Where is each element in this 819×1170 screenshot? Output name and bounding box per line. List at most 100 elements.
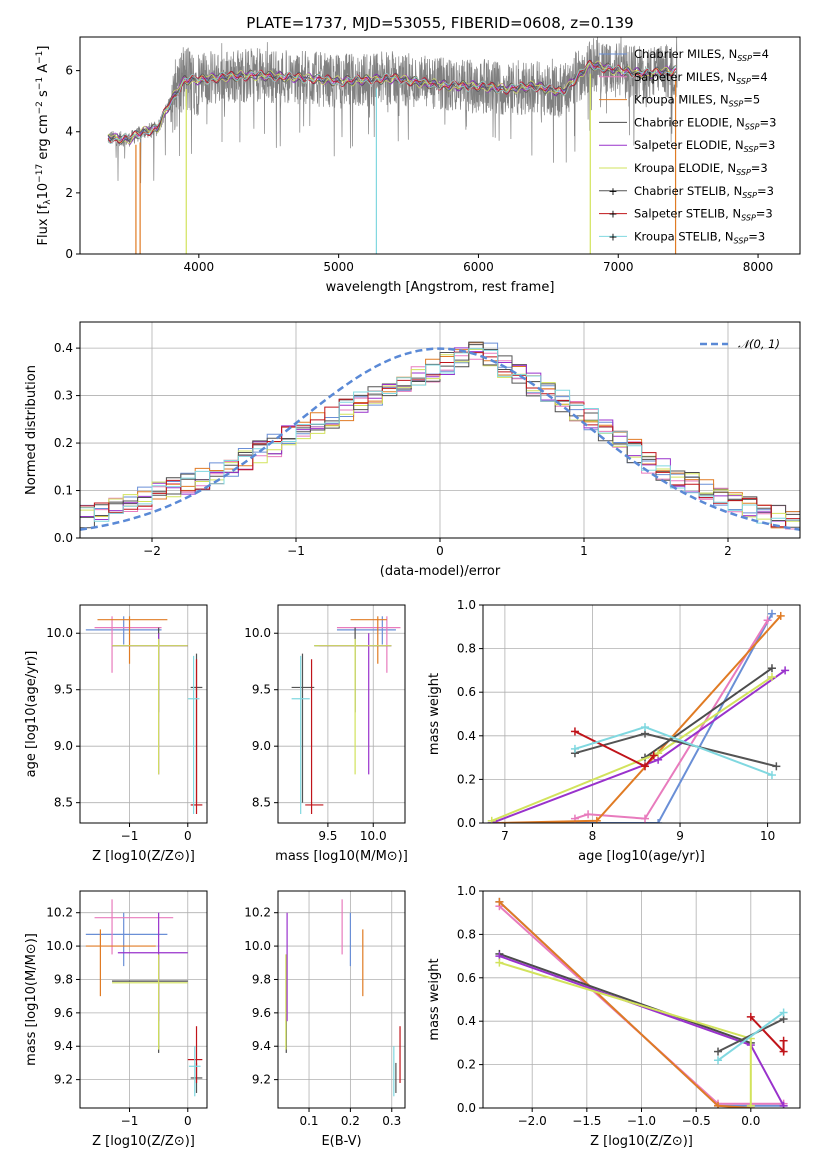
y-axis-label: mass weight <box>427 673 442 755</box>
x-tick-label: 0 <box>436 544 444 558</box>
x-tick-label: 0 <box>184 829 192 843</box>
series-marker <box>570 744 579 753</box>
y-tick-label: 0.2 <box>457 772 476 786</box>
series-marker <box>495 958 504 967</box>
panel-3: −1 0 8.5 9.0 9.5 10.0 Z [log10(Z/Z⊙)] age [log1… <box>24 604 208 864</box>
series-line-4 <box>644 667 773 759</box>
legend-label: Chabrier ELODIE, NSSP=3 <box>634 115 776 131</box>
panel-4: 9.5 10.0 8.5 9.0 9.5 10.0 mass [log10(M/M⊙)] <box>244 604 408 864</box>
y-tick-label: 9.2 <box>252 1073 271 1087</box>
plot-frame <box>482 890 801 1109</box>
model-spectrum-line-4 <box>107 62 677 143</box>
panel-1: 4000 5000 6000 7000 8000 0 2 4 6 wavelength [Angs… <box>35 36 801 295</box>
model-spectrum-line-5 <box>107 61 677 145</box>
y-tick-label: 0.4 <box>54 341 73 355</box>
series-marker <box>772 762 781 771</box>
panel-5: 7 8 9 10 0.0 0.2 0.4 0.6 0.8 1.0 age [log10(age/yr… <box>427 598 801 864</box>
x-tick-label: −2 <box>143 544 161 558</box>
series-marker <box>654 819 663 823</box>
y-tick-label: 10.0 <box>244 626 271 640</box>
plot-frame <box>277 604 406 824</box>
series-marker <box>714 1047 723 1056</box>
series-marker <box>487 816 496 823</box>
y-axis-label: Flux [fλ10−17 erg cm−2 s−1 A−1] <box>35 46 53 246</box>
spectrum-legend: Chabrier MILES, NSSP=4 Salpeter MILES, NS… <box>599 47 776 245</box>
x-tick-label: −0.5 <box>682 1114 711 1128</box>
series-marker <box>584 810 593 819</box>
x-tick-label: 5000 <box>323 260 354 274</box>
series-marker <box>654 749 663 758</box>
series-line-9 <box>717 1011 785 1062</box>
x-tick-label: 2 <box>724 544 732 558</box>
x-tick-label: 10.0 <box>360 829 387 843</box>
series-marker <box>495 897 504 906</box>
y-tick-label: 0.8 <box>457 642 476 656</box>
plot-frame <box>79 36 801 255</box>
x-tick-label: −1 <box>121 829 139 843</box>
y-tick-label: 0.4 <box>457 729 476 743</box>
errorbar-area <box>85 616 203 814</box>
errorbar-area <box>291 616 401 814</box>
x-tick-label: −2.0 <box>518 1114 547 1128</box>
gaussian-curve <box>80 347 800 531</box>
x-tick-label: 1 <box>580 544 588 558</box>
model-spectrum-line-7 <box>107 59 677 145</box>
plot-frame <box>482 604 801 824</box>
series-line-6 <box>499 961 752 1106</box>
x-tick-label: 4000 <box>184 260 215 274</box>
y-tick-label: 9.4 <box>54 1039 73 1053</box>
y-tick-label: 9.6 <box>252 1006 271 1020</box>
series-marker <box>781 666 790 675</box>
x-tick-label: 0.2 <box>341 1114 360 1128</box>
series-marker <box>779 1008 788 1017</box>
series-marker <box>767 771 776 780</box>
errorbar-area <box>85 899 203 1097</box>
series-marker <box>592 816 601 823</box>
x-tick-label: 0.1 <box>299 1114 318 1128</box>
y-tick-label: 8.5 <box>252 796 271 810</box>
y-tick-label: 9.4 <box>252 1039 271 1053</box>
series-marker <box>714 1101 723 1108</box>
line-area <box>495 897 788 1108</box>
series-line-5 <box>491 669 786 823</box>
y-tick-label: 9.5 <box>54 683 73 697</box>
y-tick-label: 0.0 <box>54 531 73 545</box>
series-marker <box>714 1056 723 1065</box>
series-marker <box>779 1036 788 1045</box>
x-tick-label: −1.0 <box>627 1114 656 1128</box>
x-axis-label: Z [log10(Z/Z⊙)] <box>92 1134 195 1149</box>
y-tick-label: 1.0 <box>457 884 476 898</box>
panel-2: −2 −1 0 1 2 0.0 0.1 0.2 0.3 0.4 (data-model)/error… <box>24 321 801 579</box>
series-marker <box>641 762 650 771</box>
legend-label: Kroupa ELODIE, NSSP=3 <box>634 161 768 177</box>
y-tick-label: 9.8 <box>252 972 271 986</box>
x-tick-label: −1 <box>121 1114 139 1128</box>
y-tick-label: 10.0 <box>46 626 73 640</box>
series-line-4 <box>499 952 752 1044</box>
plot-frame <box>79 321 801 539</box>
x-tick-label: 10 <box>760 829 775 843</box>
y-tick-label: 0.0 <box>457 1101 476 1115</box>
y-tick-label: 1.0 <box>457 598 476 612</box>
x-axis-label: (data-model)/error <box>380 564 501 579</box>
histogram-area <box>80 341 800 531</box>
histogram-line-7 <box>80 341 800 528</box>
series-line-2 <box>574 619 769 820</box>
x-axis-label: E(B-V) <box>321 1134 361 1149</box>
series-marker <box>776 611 785 620</box>
y-axis-label: mass [log10(M/M⊙)] <box>24 933 39 1066</box>
y-tick-label: 9.8 <box>54 972 73 986</box>
y-tick-label: 9.0 <box>252 739 271 753</box>
legend-label: Salpeter MILES, NSSP=4 <box>634 70 768 86</box>
model-spectrum-line-9 <box>107 63 677 144</box>
legend-label: Salpeter ELODIE, NSSP=3 <box>634 138 775 154</box>
y-axis-label: Normed distribution <box>24 365 39 495</box>
x-axis-label: age [log10(age/yr)] <box>578 849 705 864</box>
x-tick-label: 0.3 <box>382 1114 401 1128</box>
legend-label: Kroupa STELIB, NSSP=3 <box>634 229 765 245</box>
x-axis-label: Z [log10(Z/Z⊙)] <box>590 1134 693 1149</box>
legend-label: 𝒩(0, 1) <box>738 337 780 351</box>
series-marker <box>767 672 776 681</box>
x-tick-label: 9.5 <box>318 829 337 843</box>
